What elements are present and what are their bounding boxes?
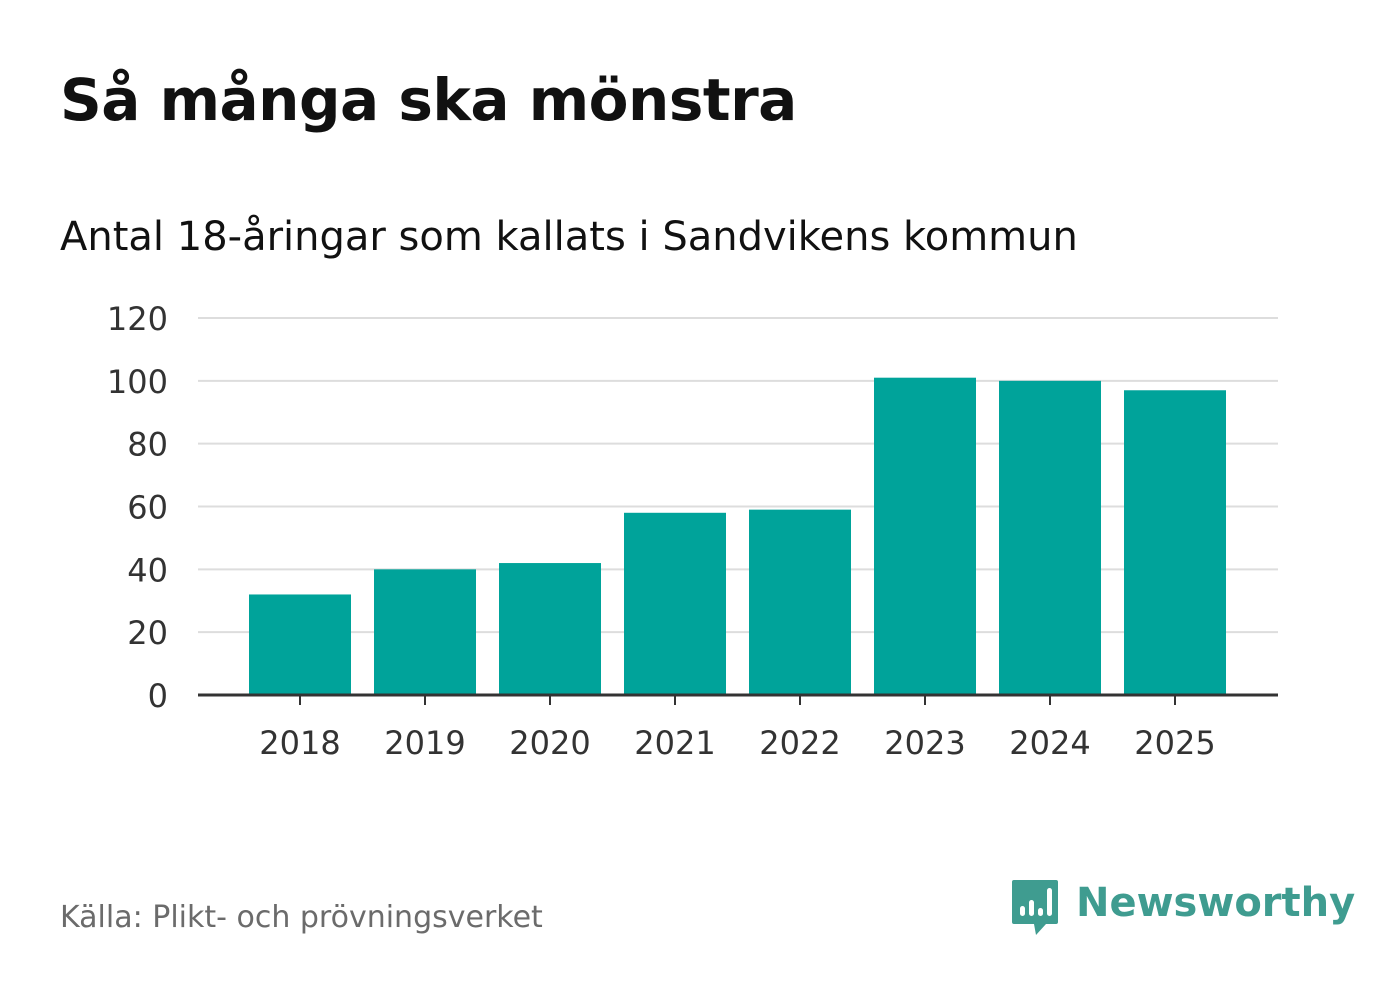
- bar-2020: [499, 563, 601, 695]
- bar-2025: [1124, 390, 1226, 695]
- chart-subtitle: Antal 18-åringar som kallats i Sandviken…: [60, 214, 1078, 260]
- chart-title: Så många ska mönstra: [60, 66, 797, 134]
- bar-2023: [874, 377, 976, 695]
- y-tick-label: 0: [148, 677, 168, 715]
- y-tick-label: 20: [127, 614, 168, 652]
- x-tick-label: 2018: [259, 724, 340, 762]
- x-tick-label: 2021: [634, 724, 715, 762]
- x-tick-label: 2024: [1009, 724, 1090, 762]
- x-tick-label: 2025: [1134, 724, 1215, 762]
- y-tick-label: 40: [127, 551, 168, 589]
- brand-name: Newsworthy: [1076, 880, 1356, 926]
- source-note: Källa: Plikt- och prövningsverket: [60, 900, 543, 935]
- y-tick-label: 100: [107, 363, 168, 401]
- y-tick-label: 120: [107, 300, 168, 338]
- x-tick-label: 2023: [884, 724, 965, 762]
- y-tick-label: 80: [127, 426, 168, 464]
- bars: [249, 377, 1226, 695]
- bar-2018: [249, 594, 351, 695]
- x-tick-label: 2020: [509, 724, 590, 762]
- y-tick-label: 60: [127, 489, 168, 527]
- x-tick-label: 2019: [384, 724, 465, 762]
- gridlines: [198, 317, 1278, 634]
- y-axis-ticks: 0 20 40 60 80 100 120: [107, 300, 168, 715]
- brand-logo: Newsworthy: [1010, 878, 1355, 940]
- bar-2024: [999, 380, 1101, 695]
- x-axis-ticks: 2018 2019 2020 2021 2022 2023 2024 2025: [259, 724, 1215, 762]
- bar-2022: [749, 509, 851, 695]
- bar-2019: [374, 569, 476, 695]
- newsworthy-logo-icon: [1012, 880, 1058, 935]
- bar-2021: [624, 512, 726, 695]
- x-axis: [198, 693, 1278, 705]
- x-tick-label: 2022: [759, 724, 840, 762]
